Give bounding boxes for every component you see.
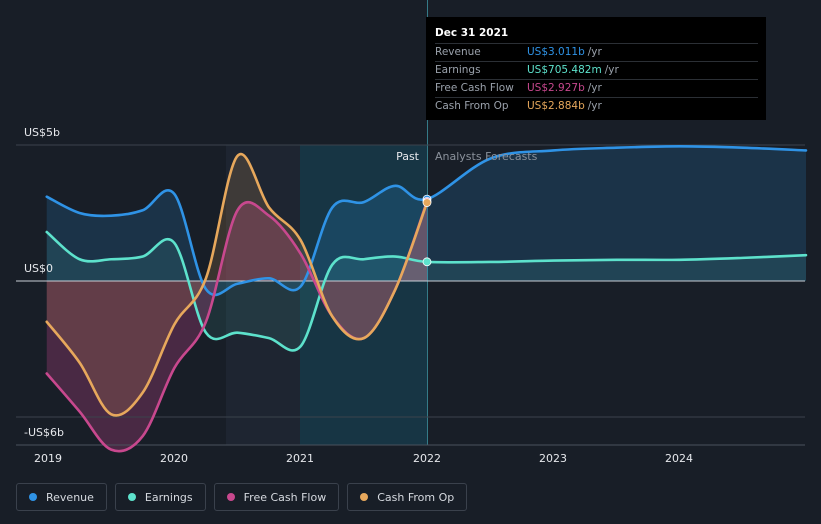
tooltip-value: US$2.927b	[527, 82, 585, 94]
x-tick-label: 2021	[286, 452, 314, 465]
series-points	[422, 194, 432, 267]
x-tick-label: 2023	[539, 452, 567, 465]
section-label-past: Past	[396, 150, 420, 163]
tooltip-label: Free Cash Flow	[435, 82, 514, 94]
tooltip-label: Cash From Op	[435, 100, 509, 112]
legend-dot-icon	[360, 493, 369, 501]
series-area-free-cash-flow	[46, 201, 428, 452]
y-axis-label-top: US$5b	[24, 126, 60, 139]
legend-item-earnings[interactable]: Earnings	[114, 483, 206, 511]
gridlines	[16, 144, 805, 446]
axis-labels: US$5b US$0 -US$6b 2019 2020 2021 2022 2023 2024 P…	[24, 126, 693, 465]
legend-dot-icon	[29, 493, 37, 501]
legend-label: Cash From Op	[377, 490, 455, 504]
tooltip-label: Revenue	[435, 46, 481, 58]
legend-label: Earnings	[144, 490, 193, 504]
legend-label: Free Cash Flow	[243, 490, 327, 504]
x-tick-label: 2019	[34, 452, 62, 465]
tooltip-unit: /yr	[604, 64, 619, 76]
x-tick-label: 2022	[413, 452, 441, 465]
tooltip-value: US$3.011b	[527, 46, 585, 58]
legend-item-free-cash-flow[interactable]: Free Cash Flow	[213, 483, 340, 511]
series-point-earnings	[422, 257, 432, 267]
tooltip-unit: /yr	[587, 46, 602, 58]
series-lines	[45, 145, 808, 453]
legend: Revenue Earnings Free Cash Flow Cash Fro…	[16, 483, 468, 511]
tooltip-label: Earnings	[435, 64, 481, 76]
series-line-revenue	[45, 145, 808, 297]
tooltip-row-free-cash-flow: Free Cash Flow US$2.927b /yr	[435, 80, 758, 98]
y-axis-label-bottom: -US$6b	[24, 426, 64, 439]
y-axis-label-zero: US$0	[24, 262, 53, 275]
tooltip-value: US$2.884b	[527, 100, 585, 112]
legend-item-revenue[interactable]: Revenue	[16, 483, 107, 511]
series-line-earnings	[45, 230, 808, 352]
x-tick-label: 2020	[160, 452, 188, 465]
tooltip-date: Dec 31 2021	[435, 26, 758, 44]
series-line-cash-from-op	[45, 152, 429, 417]
x-tick-label: 2024	[665, 452, 693, 465]
tooltip: Dec 31 2021 Revenue US$3.011b /yr Earnin…	[426, 17, 766, 120]
series-point-cash-from-op	[422, 198, 432, 207]
legend-label: Revenue	[46, 490, 94, 504]
tooltip-unit: /yr	[587, 82, 602, 94]
legend-item-cash-from-op[interactable]: Cash From Op	[347, 483, 468, 511]
tooltip-row-revenue: Revenue US$3.011b /yr	[435, 44, 758, 62]
tooltip-row-cash-from-op: Cash From Op US$2.884b /yr	[435, 98, 758, 115]
tooltip-unit: /yr	[587, 100, 602, 112]
legend-dot-icon	[127, 493, 136, 501]
tooltip-row-earnings: Earnings US$705.482m /yr	[435, 62, 758, 80]
legend-dot-icon	[226, 493, 235, 501]
series-area-earnings	[46, 232, 806, 351]
tooltip-value: US$705.482m	[527, 64, 602, 76]
series-area-cash-from-op	[46, 154, 428, 416]
series-area-revenue	[46, 146, 806, 295]
series-areas	[46, 146, 806, 452]
section-label-forecast: Analysts Forecasts	[435, 150, 538, 163]
current-date-marker	[427, 0, 428, 445]
